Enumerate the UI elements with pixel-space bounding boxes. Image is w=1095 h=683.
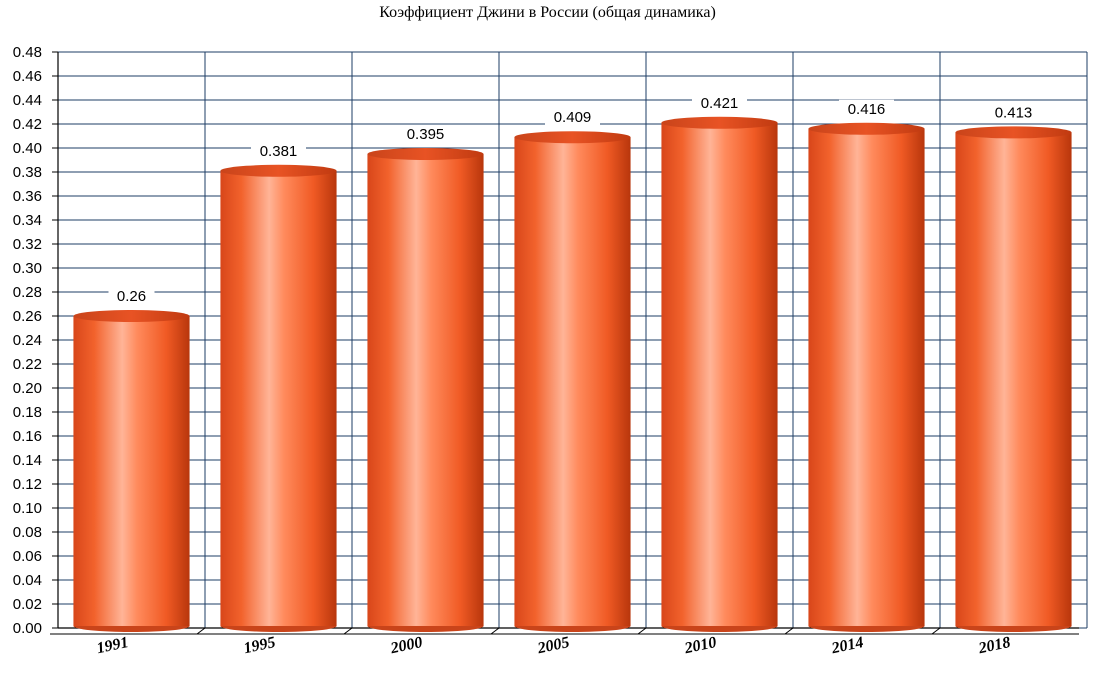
data-label-bg (251, 141, 306, 161)
data-label: 0.381 (260, 143, 298, 160)
data-label-bg (545, 108, 600, 128)
bars (73, 116, 1072, 632)
y-tick-label: 0.26 (13, 308, 42, 325)
y-tick-label: 0.40 (13, 140, 42, 157)
chart-title: Коэффициент Джини в России (общая динами… (379, 4, 716, 21)
x-depth-tick (784, 627, 794, 635)
x-depth-tick (490, 627, 500, 635)
category-label: 2000 (388, 634, 424, 657)
x-depth-tick (931, 627, 941, 635)
bar-body (661, 122, 778, 627)
bar-2018 (955, 126, 1072, 632)
category-label: 2010 (682, 634, 718, 657)
bar-top (808, 122, 925, 135)
y-tick-label: 0.14 (13, 452, 42, 469)
data-label: 0.421 (701, 95, 739, 112)
bar-body (367, 154, 484, 626)
data-label-bg (692, 93, 747, 113)
y-tick-label: 0.42 (13, 116, 42, 133)
bar-top (661, 116, 778, 129)
y-tick-label: 0.46 (13, 68, 42, 85)
data-label: 0.416 (848, 101, 886, 118)
y-tick-label: 0.16 (13, 428, 42, 445)
data-label: 0.395 (407, 126, 445, 143)
y-tick-label: 0.48 (13, 44, 42, 61)
bar-top (514, 131, 631, 144)
y-tick-label: 0.38 (13, 164, 42, 181)
data-label-bg (986, 103, 1041, 123)
category-label: 1991 (95, 634, 130, 657)
y-tick-label: 0.12 (13, 476, 42, 493)
data-label-bg (398, 125, 453, 144)
category-label: 2014 (829, 634, 865, 657)
y-tick-label: 0.00 (13, 620, 42, 637)
y-axis: 0.00 0.02 0.04 0.06 0.08 0.10 0.12 0.14 0.16 0.18… (13, 44, 1079, 637)
y-tick-label: 0.30 (13, 260, 42, 277)
y-tick-label: 0.08 (13, 524, 42, 541)
bar-top (367, 148, 484, 160)
bar-2014 (808, 122, 925, 632)
x-depth-tick (196, 627, 206, 635)
y-tick-label: 0.36 (13, 188, 42, 205)
y-tick-label: 0.18 (13, 404, 42, 421)
data-label: 0.26 (117, 288, 146, 305)
y-tick-label: 0.06 (13, 548, 42, 565)
bar-2000 (367, 148, 484, 632)
bar-body (955, 132, 1072, 626)
category-label: 2005 (535, 634, 571, 657)
y-tick-label: 0.22 (13, 356, 42, 373)
bar-body (220, 170, 337, 627)
y-tick-label: 0.24 (13, 332, 42, 349)
y-tick-label: 0.34 (13, 212, 42, 229)
data-label: 0.409 (554, 109, 592, 126)
y-tick-label: 0.20 (13, 380, 42, 397)
x-depth-tick (637, 627, 647, 635)
data-label-bg (108, 287, 155, 306)
data-label: 0.413 (995, 104, 1033, 121)
x-depth-tick (343, 627, 353, 635)
category-label: 2018 (976, 634, 1012, 657)
bar-2010 (661, 116, 778, 632)
bar-body (514, 137, 631, 626)
data-label-bg (839, 99, 894, 119)
y-tick-label: 0.44 (13, 92, 42, 109)
bar-2005 (514, 131, 631, 632)
bar-body (73, 316, 190, 626)
bar-top (73, 310, 190, 322)
y-tick-label: 0.10 (13, 500, 42, 517)
y-tick-label: 0.28 (13, 284, 42, 301)
bar-1995 (220, 164, 337, 632)
labels: 0.26 1991 0.381 1995 0.395 2000 0.409 2005 0.421… (95, 93, 1041, 657)
bar-top (955, 126, 1072, 139)
category-label: 1995 (242, 634, 277, 657)
bar-1991 (73, 310, 190, 632)
bar-body (808, 128, 925, 627)
bar-top (220, 164, 337, 177)
y-tick-label: 0.32 (13, 236, 42, 253)
y-tick-label: 0.02 (13, 596, 42, 613)
y-tick-label: 0.04 (13, 572, 42, 589)
